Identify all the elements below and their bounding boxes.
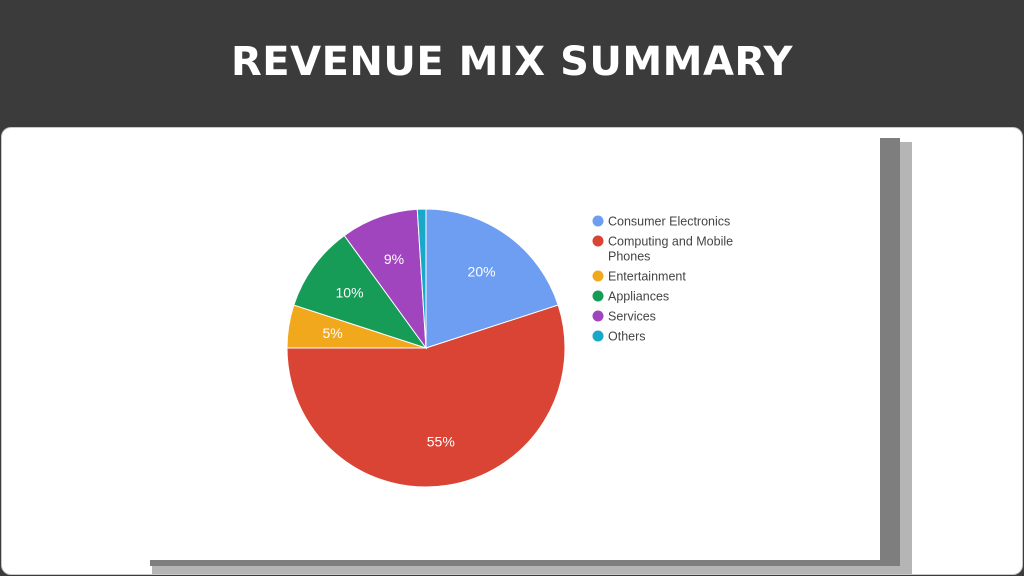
legend-item-others: Others (593, 330, 646, 344)
legend-item-computing-and-mobile-phones: Computing and Mobile Phones (593, 235, 734, 264)
pie-chart: 20% 55% 5% 10% 9% Consumer Electronics Comput… (140, 132, 880, 560)
page-title: REVENUE MIX SUMMARY (231, 39, 793, 85)
legend-swatch (593, 216, 604, 227)
legend-swatch (593, 271, 604, 282)
chart-card: 20% 55% 5% 10% 9% Consumer Electronics Comput… (140, 132, 880, 560)
chart-legend: Consumer Electronics Computing and Mobile… (593, 215, 734, 344)
title-bar: REVENUE MIX SUMMARY (0, 0, 1024, 126)
legend-label: Appliances (608, 290, 669, 304)
slice-label-consumer-electronics: 20% (468, 264, 496, 280)
legend-swatch (593, 236, 604, 247)
legend-label: Others (608, 330, 646, 344)
legend-label: Entertainment (608, 270, 686, 284)
slice-label-services: 9% (384, 251, 404, 267)
legend-label: Computing and Mobile Phones (608, 235, 733, 264)
legend-item-services: Services (593, 310, 656, 324)
legend-swatch (593, 311, 604, 322)
slice-label-appliances: 10% (336, 284, 364, 300)
legend-item-appliances: Appliances (593, 290, 670, 304)
legend-item-entertainment: Entertainment (593, 270, 687, 284)
slice-label-computing-and-mobile-phones: 55% (427, 433, 455, 449)
legend-label: Services (608, 310, 656, 324)
legend-label: Consumer Electronics (608, 215, 730, 229)
slice-label-entertainment: 5% (323, 325, 343, 341)
legend-swatch (593, 291, 604, 302)
legend-item-consumer-electronics: Consumer Electronics (593, 215, 731, 229)
legend-swatch (593, 331, 604, 342)
